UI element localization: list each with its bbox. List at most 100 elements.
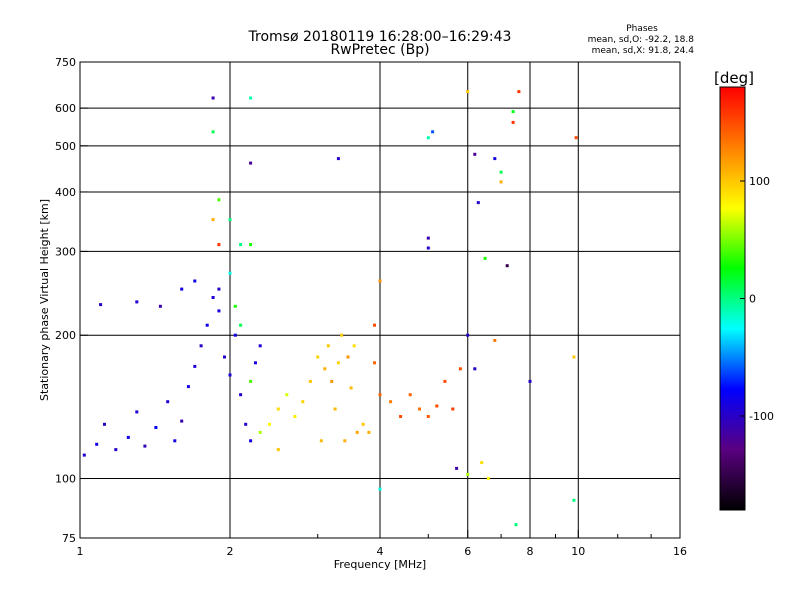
stats-line-x: mean, sd,X: 91.8, 24.4: [592, 46, 695, 56]
data-point: [82, 453, 86, 457]
data-point: [480, 461, 484, 465]
data-point: [211, 130, 215, 134]
y-tick-label: 75: [62, 532, 76, 545]
data-point: [217, 198, 221, 202]
data-point: [319, 439, 323, 443]
data-point: [511, 110, 515, 114]
data-point: [373, 323, 376, 327]
data-point: [285, 393, 289, 397]
data-point: [211, 96, 215, 100]
data-point: [166, 400, 170, 404]
stats-heading: Phases: [626, 24, 658, 34]
data-point: [493, 157, 497, 161]
data-point: [103, 422, 106, 426]
colorbar-tick-label: -100: [749, 410, 774, 423]
data-point: [180, 419, 184, 423]
data-point: [217, 309, 221, 313]
data-point: [244, 422, 248, 426]
data-point: [466, 333, 470, 337]
chart-subtitle: RwPretec (Bp): [330, 42, 429, 58]
data-point: [135, 410, 139, 414]
data-point: [443, 379, 447, 383]
data-point: [158, 304, 162, 308]
data-point: [239, 323, 243, 327]
y-tick-label: 100: [55, 473, 76, 486]
data-point: [528, 379, 532, 383]
data-point: [180, 287, 184, 291]
data-point: [249, 243, 253, 247]
data-point: [193, 279, 197, 283]
data-point: [249, 439, 253, 443]
data-point: [517, 90, 521, 94]
data-point: [426, 246, 430, 250]
data-points: [82, 90, 578, 527]
y-axis-label: Stationary phase Virtual Height [km]: [38, 199, 51, 401]
grid-lines: [80, 62, 680, 538]
data-point: [378, 279, 382, 283]
x-axis-label: Frequency [MHz]: [334, 558, 426, 571]
data-point: [193, 364, 197, 368]
data-point: [399, 415, 403, 418]
data-point: [505, 264, 509, 268]
data-point: [343, 439, 347, 443]
data-point: [572, 498, 576, 502]
x-tick-label: 6: [464, 545, 471, 558]
data-point: [233, 333, 237, 337]
data-point: [143, 444, 147, 448]
y-tick-label: 600: [55, 102, 76, 115]
data-point: [499, 180, 503, 184]
data-point: [233, 304, 237, 308]
data-point: [211, 296, 215, 299]
data-point: [217, 287, 221, 291]
data-point: [574, 136, 578, 140]
data-point: [308, 379, 312, 383]
data-point: [211, 218, 215, 222]
y-tick-label: 200: [55, 329, 76, 342]
data-point: [451, 407, 455, 411]
data-point: [99, 303, 103, 307]
x-tick-label: 10: [571, 545, 585, 558]
data-point: [418, 407, 421, 411]
axis-ticks: 1 2 4 6 8 10 16 75 100 200 300 400 500 600 750: [55, 56, 687, 558]
data-point: [333, 407, 337, 411]
data-point: [486, 477, 490, 480]
colorbar-tick-label: 0: [749, 293, 756, 306]
data-point: [268, 422, 271, 426]
x-tick-label: 16: [673, 545, 687, 558]
data-point: [346, 355, 350, 359]
data-point: [217, 243, 221, 247]
data-point: [228, 218, 232, 222]
data-point: [476, 201, 480, 205]
x-tick-label: 1: [77, 545, 84, 558]
data-point: [326, 344, 330, 348]
data-point: [254, 361, 257, 365]
data-point: [249, 379, 253, 383]
data-point: [431, 130, 435, 134]
data-point: [473, 152, 477, 156]
y-tick-label: 300: [55, 245, 76, 258]
data-point: [466, 90, 470, 94]
colorbar-label: [deg]: [714, 69, 754, 87]
data-point: [352, 344, 356, 348]
data-point: [323, 367, 327, 371]
data-point: [355, 430, 359, 434]
data-point: [186, 385, 190, 389]
data-point: [336, 157, 340, 161]
data-point: [199, 344, 203, 348]
data-point: [408, 393, 412, 397]
data-point: [258, 430, 262, 434]
data-point: [228, 373, 232, 377]
data-point: [126, 435, 130, 439]
data-point: [378, 487, 382, 491]
data-point: [572, 355, 576, 359]
data-point: [455, 466, 459, 470]
x-tick-label: 4: [377, 545, 384, 558]
data-point: [378, 393, 382, 397]
y-tick-label: 500: [55, 140, 76, 153]
y-tick-label: 400: [55, 186, 76, 199]
data-point: [493, 339, 497, 342]
data-point: [316, 355, 320, 359]
data-point: [301, 400, 305, 404]
